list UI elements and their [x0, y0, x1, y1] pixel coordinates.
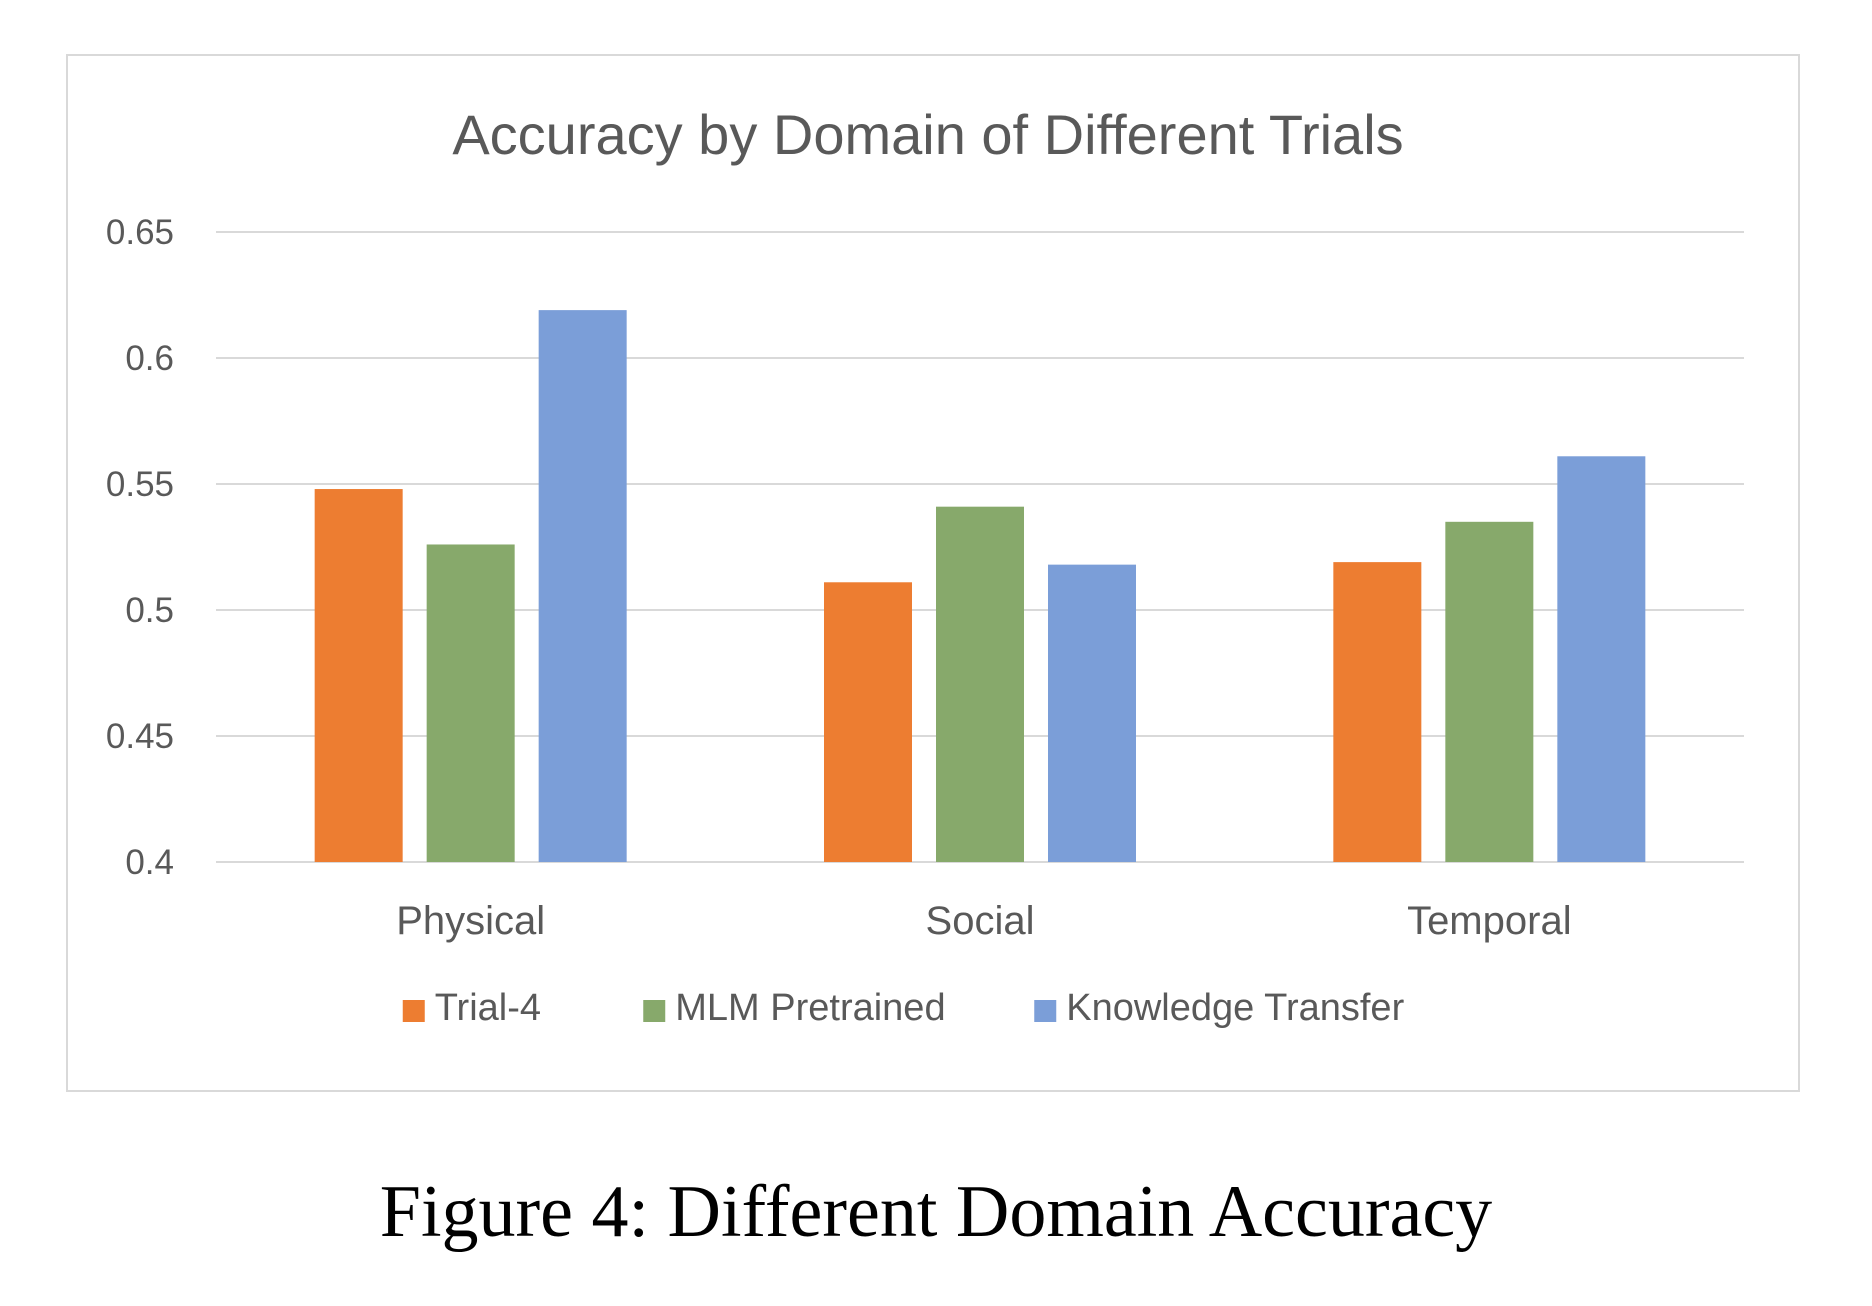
- chart-title: Accuracy by Domain of Different Trials: [452, 103, 1403, 166]
- y-tick-label: 0.6: [125, 339, 174, 378]
- legend-label: Knowledge Transfer: [1066, 987, 1404, 1029]
- bar-chart: Accuracy by Domain of Different Trials 0…: [106, 103, 1744, 1029]
- x-category-label: Physical: [396, 899, 545, 943]
- legend: Trial-4 MLM Pretrained Knowledge Transfer: [402, 987, 1405, 1029]
- y-tick-label: 0.65: [106, 213, 174, 252]
- y-tick-label: 0.55: [106, 465, 174, 504]
- bar-trial-4-social: [824, 582, 912, 862]
- bar-mlm-pretrained-temporal: [1445, 521, 1534, 862]
- bar-knowledge-transfer-social: [1048, 564, 1136, 862]
- legend-item-knowledge-transfer: Knowledge Transfer: [1034, 987, 1405, 1029]
- legend-label: MLM Pretrained: [675, 987, 945, 1029]
- legend-item-mlm-pretrained: MLM Pretrained: [643, 987, 946, 1029]
- x-category-label: Temporal: [1407, 899, 1572, 943]
- x-axis-categories: Physical Social Temporal: [396, 899, 1571, 943]
- bar-trial-4-physical: [314, 489, 403, 862]
- legend-label: Trial-4: [435, 987, 541, 1029]
- bar-mlm-pretrained-physical: [426, 544, 515, 862]
- legend-swatch: [1034, 1000, 1057, 1022]
- bar-mlm-pretrained-social: [936, 506, 1024, 862]
- y-tick-label: 0.45: [106, 717, 174, 756]
- legend-item-trial-4: Trial-4: [402, 987, 541, 1029]
- bar-knowledge-transfer-temporal: [1557, 456, 1646, 862]
- bars: [314, 310, 1646, 862]
- legend-swatch: [402, 1000, 425, 1022]
- bar-trial-4-temporal: [1333, 562, 1422, 862]
- figure-caption: Figure 4: Different Domain Accuracy: [379, 1171, 1493, 1253]
- bar-knowledge-transfer-physical: [538, 310, 627, 862]
- y-axis-ticks: 0.4 0.45 0.5 0.55 0.6 0.65: [106, 213, 174, 882]
- chart-frame: Accuracy by Domain of Different Trials 0…: [66, 54, 1800, 1092]
- y-tick-label: 0.4: [125, 843, 174, 882]
- x-category-label: Social: [926, 899, 1035, 943]
- legend-swatch: [643, 1000, 666, 1022]
- y-tick-label: 0.5: [125, 591, 174, 630]
